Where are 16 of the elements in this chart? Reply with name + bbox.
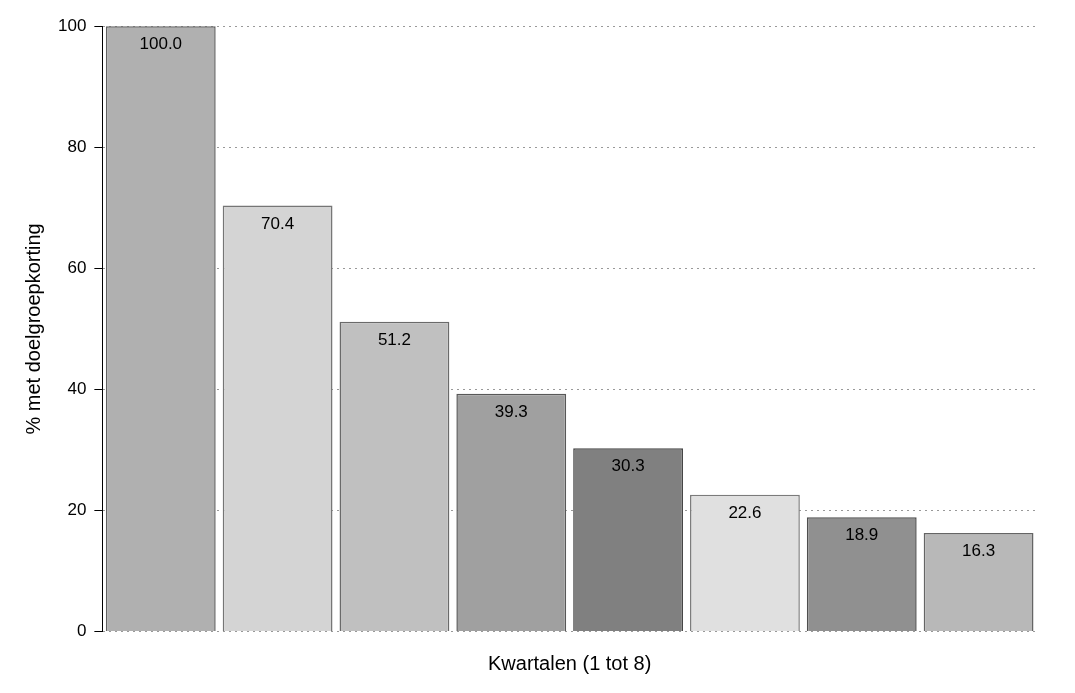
y-tick-label: 0 xyxy=(76,621,87,641)
y-axis-title: % met doelgroepkorting xyxy=(21,223,44,435)
data-label: 16.3 xyxy=(962,541,996,561)
y-tick-label: 20 xyxy=(67,500,87,520)
data-label: 39.3 xyxy=(494,401,528,421)
data-label: 100.0 xyxy=(139,34,183,54)
x-axis-title: Kwartalen (1 tot 8) xyxy=(487,651,652,674)
data-label: 30.3 xyxy=(611,456,645,476)
data-label: 70.4 xyxy=(261,213,295,233)
data-label: 18.9 xyxy=(845,525,879,545)
data-label: 22.6 xyxy=(728,502,762,522)
y-tick-label: 40 xyxy=(67,379,87,399)
data-label: 51.2 xyxy=(377,329,411,349)
y-tick-label: 100 xyxy=(57,15,87,35)
y-tick-label: 60 xyxy=(67,258,87,278)
y-tick-label: 80 xyxy=(67,136,87,156)
